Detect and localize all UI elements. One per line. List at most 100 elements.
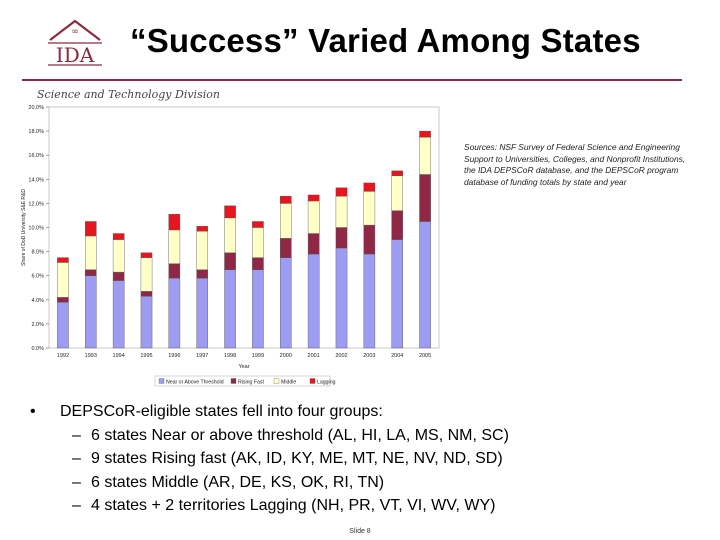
bar-lagging	[280, 195, 292, 204]
bar-near-or-above-threshold	[419, 221, 431, 349]
slide-number: Slide 8	[349, 528, 371, 535]
x-axis-label: Year	[238, 364, 249, 370]
x-tick-label: 2003	[363, 353, 375, 359]
bullet-main: • DEPSCoR-eligible states fell into four…	[30, 400, 710, 424]
legend-label: Rising Fast	[238, 380, 265, 386]
bar-rising-fast	[85, 269, 97, 276]
bar-lagging	[57, 257, 69, 263]
bar-middle	[224, 217, 236, 254]
bullet-sub: – 9 states Rising fast (AK, ID, KY, ME, …	[30, 447, 710, 471]
logo-roof-icon	[49, 19, 101, 41]
bar-middle	[168, 229, 181, 264]
bar-near-or-above-threshold	[196, 277, 208, 349]
bar-lagging	[419, 130, 431, 138]
bar-middle	[140, 257, 153, 292]
bar-lagging	[363, 182, 376, 192]
bar-near-or-above-threshold	[307, 253, 320, 349]
logo-infinity-icon: ∞	[71, 27, 79, 37]
bar-near-or-above-threshold	[85, 275, 97, 349]
legend-swatch	[309, 378, 316, 384]
bar-middle	[252, 227, 264, 258]
bar-middle	[335, 195, 348, 228]
bullet-list: • DEPSCoR-eligible states fell into four…	[30, 400, 710, 518]
legend-swatch	[158, 378, 165, 384]
legend-label: Lagging	[317, 380, 336, 386]
legend-label: Middle	[281, 380, 296, 386]
bullet-sub: – 6 states Near or above threshold (AL, …	[30, 424, 710, 448]
x-tick-label: 1997	[196, 353, 208, 359]
x-tick-label: 1996	[168, 353, 180, 359]
x-tick-label: 2004	[391, 353, 403, 359]
sources-note: Sources: NSF Survey of Federal Science a…	[464, 142, 686, 187]
y-tick-label: 20.0%	[28, 105, 44, 111]
legend-label: Near or Above Threshold	[166, 380, 224, 386]
bullet-sub-text: 9 states Rising fast (AK, ID, KY, ME, MT…	[91, 450, 503, 467]
bar-near-or-above-threshold	[391, 239, 403, 349]
bullet-dot-icon: •	[30, 403, 36, 420]
bar-near-or-above-threshold	[280, 257, 292, 349]
bar-rising-fast	[363, 224, 376, 255]
x-tick-label: 1998	[224, 353, 236, 359]
bar-rising-fast	[280, 238, 292, 258]
dash-icon: –	[72, 426, 81, 444]
y-tick-label: 18.0%	[28, 129, 44, 135]
bar-near-or-above-threshold	[57, 302, 69, 349]
bar-lagging	[224, 205, 236, 219]
y-tick-label: 10.0%	[28, 226, 44, 232]
bar-rising-fast	[419, 174, 431, 222]
bar-near-or-above-threshold	[363, 253, 376, 349]
x-tick-label: 1995	[140, 353, 152, 359]
bar-rising-fast	[391, 210, 403, 240]
legend-swatch	[230, 378, 237, 384]
bar-rising-fast	[307, 233, 320, 255]
x-tick-label: 1993	[85, 353, 97, 359]
title-divider	[22, 79, 682, 81]
x-tick-label: 2005	[419, 353, 431, 359]
bar-lagging	[391, 170, 403, 176]
bar-rising-fast	[112, 271, 125, 281]
x-tick-label: 2000	[280, 353, 292, 359]
bar-middle	[85, 235, 97, 270]
legend-swatch	[273, 378, 280, 384]
y-tick-label: 6.0%	[31, 274, 44, 280]
y-tick-label: 4.0%	[31, 298, 44, 304]
bar-rising-fast	[140, 291, 153, 297]
bar-rising-fast	[57, 297, 69, 303]
dash-icon: –	[72, 450, 81, 467]
y-tick-label: 16.0%	[28, 153, 44, 159]
bar-lagging	[168, 214, 181, 231]
x-tick-label: 2001	[308, 353, 320, 359]
y-tick-label: 8.0%	[31, 250, 44, 256]
division-label: Science and Technology Division	[37, 88, 220, 101]
bar-rising-fast	[196, 269, 208, 279]
plot-area	[48, 106, 440, 349]
bar-lagging	[140, 252, 153, 258]
x-tick-label: 2002	[335, 353, 347, 359]
x-tick-label: 1992	[57, 353, 69, 359]
bar-rising-fast	[335, 227, 348, 249]
bar-lagging	[112, 233, 125, 240]
bar-middle	[112, 239, 125, 273]
bar-near-or-above-threshold	[112, 280, 125, 349]
bar-rising-fast	[252, 257, 264, 270]
stacked-bar-chart: 0.0% 2.0% 4.0% 6.0% 8.0% 10.0% 12.0% 14.0% 16.0%…	[21, 105, 440, 387]
bar-near-or-above-threshold	[252, 269, 264, 349]
bar-middle	[363, 191, 376, 226]
bullet-sub-text: 6 states Middle (AR, DE, KS, OK, RI, TN)	[91, 473, 385, 491]
ida-logo: ∞ IDA	[48, 19, 102, 67]
bar-lagging	[196, 226, 208, 232]
bar-lagging	[85, 221, 97, 237]
dash-icon: –	[72, 473, 81, 491]
bar-middle	[307, 200, 320, 234]
bar-lagging	[335, 187, 348, 197]
bar-lagging	[307, 194, 320, 202]
bullet-sub-text: 4 states + 2 territories Lagging (NH, PR…	[91, 497, 496, 514]
bar-near-or-above-threshold	[168, 277, 181, 349]
bar-middle	[419, 136, 431, 175]
logo-text: IDA	[56, 43, 95, 67]
y-axis-label: Share of DoD University S&E R&D	[21, 189, 27, 266]
bar-near-or-above-threshold	[335, 247, 348, 349]
bullet-main-text: DEPSCoR-eligible states fell into four g…	[60, 403, 383, 420]
bar-near-or-above-threshold	[140, 295, 153, 349]
y-tick-label: 0.0%	[31, 346, 44, 352]
